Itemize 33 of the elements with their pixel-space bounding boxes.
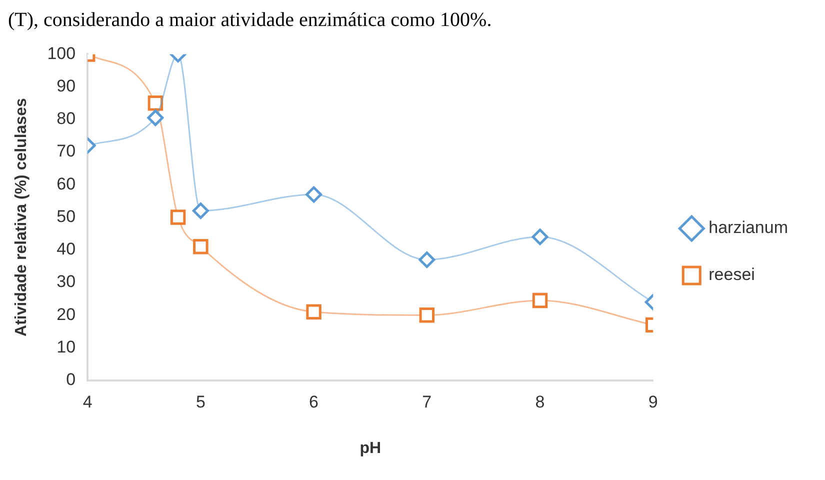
point (532, 228, 548, 246)
y-tick-label: 40 (56, 240, 76, 259)
x-tick-label: 4 (82, 392, 92, 412)
legend-label: harzianum (708, 218, 788, 238)
x-tick-label: 8 (535, 392, 545, 412)
point (147, 110, 164, 126)
text: (T), considerando a maior atividade enzimática como 100%. (8, 8, 493, 32)
y-tick-label: 30 (56, 272, 76, 292)
y-tick-label: 20 (56, 304, 76, 324)
y-tick-label: 100 (47, 44, 76, 63)
point (170, 210, 186, 225)
y-tick-label: 10 (56, 337, 76, 356)
legend-label: reesei (708, 265, 755, 284)
point (192, 202, 209, 220)
y-tick-label: 60 (56, 174, 76, 194)
point (419, 308, 435, 323)
point (306, 186, 322, 203)
point (418, 251, 436, 268)
point (306, 304, 322, 320)
y-tick-label: 50 (56, 206, 76, 226)
x-axis-title: pH (360, 440, 382, 457)
point (193, 239, 208, 254)
x-tick-label: 6 (309, 392, 319, 412)
y-tick-label: 70 (56, 142, 76, 161)
y-tick-label: 90 (56, 76, 76, 96)
y-axis-title: Atividade relativa (%) celulases (13, 98, 30, 336)
x-tick-label: 9 (648, 392, 658, 412)
x-tick-label: 5 (196, 392, 206, 412)
point (148, 96, 164, 111)
x-tick-label: 7 (422, 392, 432, 412)
point (532, 292, 548, 308)
y-tick-label: 0 (66, 370, 76, 390)
y-tick-label: 80 (56, 109, 76, 128)
